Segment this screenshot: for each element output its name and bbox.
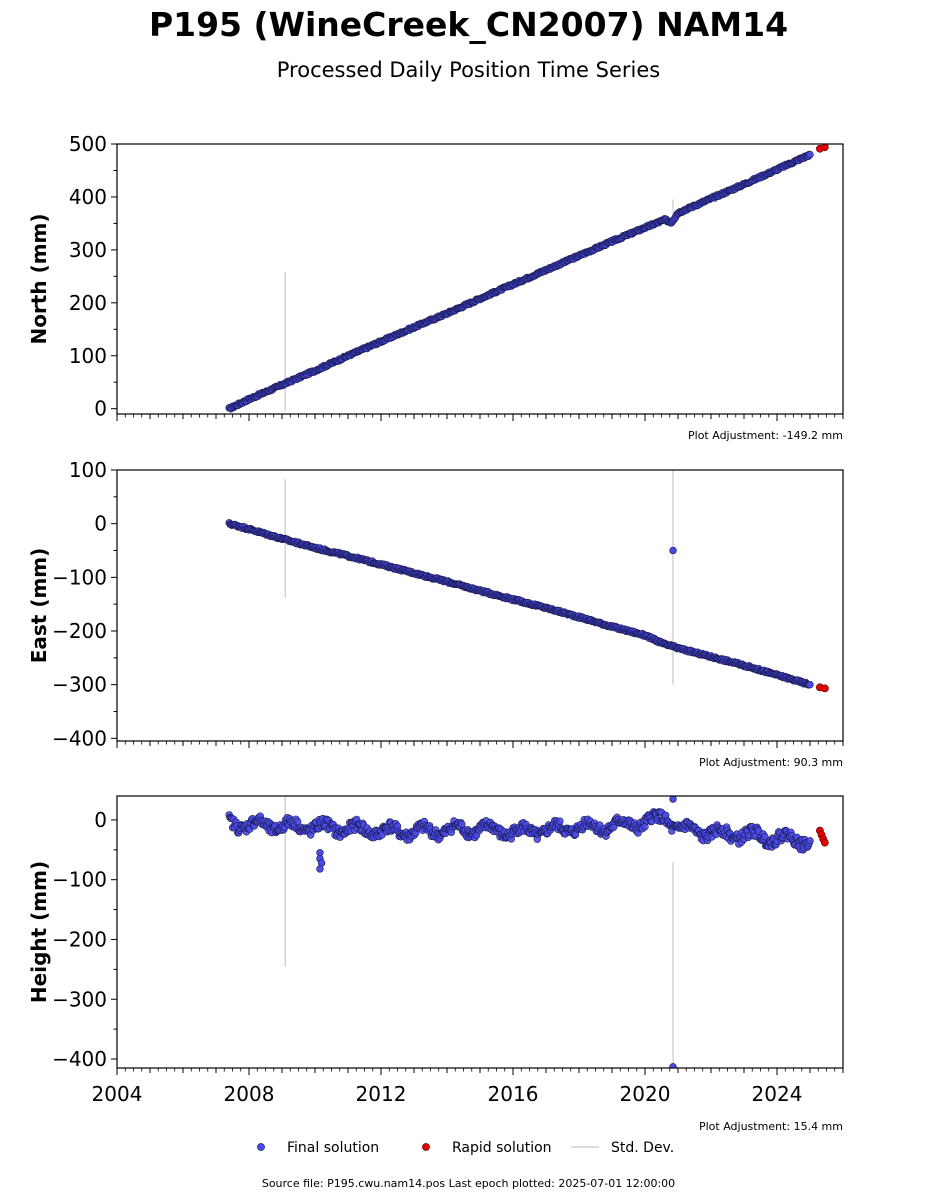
plot-adjustment-note: Plot Adjustment: 15.4 mm [699,1120,843,1133]
panel-3: −400 −300 −200 −100 0 2004 2008 2012 2016 2020 202… [27,795,844,1133]
y-tick-label: 0 [94,512,107,536]
final-solution-point [806,837,814,845]
x-tick-label: 2020 [620,1082,671,1106]
y-tick-label: 0 [94,397,107,421]
rapid-solution-point [820,144,829,152]
y-axis-label: Height (mm) [27,861,51,1003]
legend-label: Std. Dev. [611,1140,674,1156]
y-tick-label: 100 [69,458,107,482]
final-solution-outlier [669,546,677,555]
y-tick-label: −300 [52,673,107,697]
x-tick-label: 2024 [752,1082,803,1106]
plot-adjustment-note: Plot Adjustment: -149.2 mm [688,429,843,442]
final-solution-outlier [669,796,677,803]
y-tick-label: −400 [52,1047,107,1071]
final-solution-point [806,680,814,689]
figure-subtitle: Processed Daily Position Time Series [277,58,661,82]
legend-label: Final solution [287,1140,379,1156]
y-tick-label: −300 [52,987,107,1011]
legend-item: Std. Dev. [571,1140,674,1156]
y-tick-label: 300 [69,238,107,262]
plots-container: 0 100 200 300 400 500 North (mm) Plot Adjustmen… [27,132,844,1133]
plot-content [225,470,829,693]
final-solution-point [761,832,769,841]
panel-2: −400 −300 −200 −100 0 100 East (mm) Plot Adjust… [27,458,844,769]
legend-marker [422,1143,430,1151]
legend-marker [257,1143,265,1151]
y-tick-label: 500 [69,132,107,156]
x-tick-label: 2008 [224,1082,275,1106]
y-tick-label: −100 [52,868,107,892]
legend: Final solution Rapid solution Std. Dev. [257,1140,674,1156]
plot-adjustment-note: Plot Adjustment: 90.3 mm [699,756,843,769]
y-tick-label: 0 [94,808,107,832]
plot-frame [116,469,844,742]
y-tick-label: −200 [52,927,107,951]
y-tick-label: −100 [52,565,107,589]
final-solution-point [806,150,814,159]
y-tick-label: −200 [52,619,107,643]
footer-source: Source file: P195.cwu.nam14.pos Last epo… [262,1177,675,1190]
plot-content [225,144,829,413]
plot-content [225,796,829,1068]
y-axis-label: North (mm) [27,213,51,344]
y-tick-label: 100 [69,344,107,368]
final-solution-outlier [316,865,324,873]
x-tick-label: 2004 [92,1082,143,1106]
x-tick-label: 2012 [356,1082,407,1106]
final-solution-point [293,817,302,826]
x-tick-label: 2016 [488,1082,539,1106]
y-tick-label: 400 [69,185,107,209]
final-solution-point [556,817,564,825]
final-solution-outlier [669,1063,677,1068]
legend-label: Rapid solution [452,1140,552,1156]
y-tick-label: −400 [52,726,107,750]
rapid-solution-point [820,838,829,847]
legend-item: Final solution [257,1140,379,1156]
y-axis-label: East (mm) [27,548,51,664]
panel-1: 0 100 200 300 400 500 North (mm) Plot Adjustmen… [27,132,844,442]
y-tick-label: 200 [69,291,107,315]
legend-item: Rapid solution [422,1140,552,1156]
figure-title: P195 (WineCreek_CN2007) NAM14 [149,5,788,44]
rapid-solution-point [820,684,829,693]
